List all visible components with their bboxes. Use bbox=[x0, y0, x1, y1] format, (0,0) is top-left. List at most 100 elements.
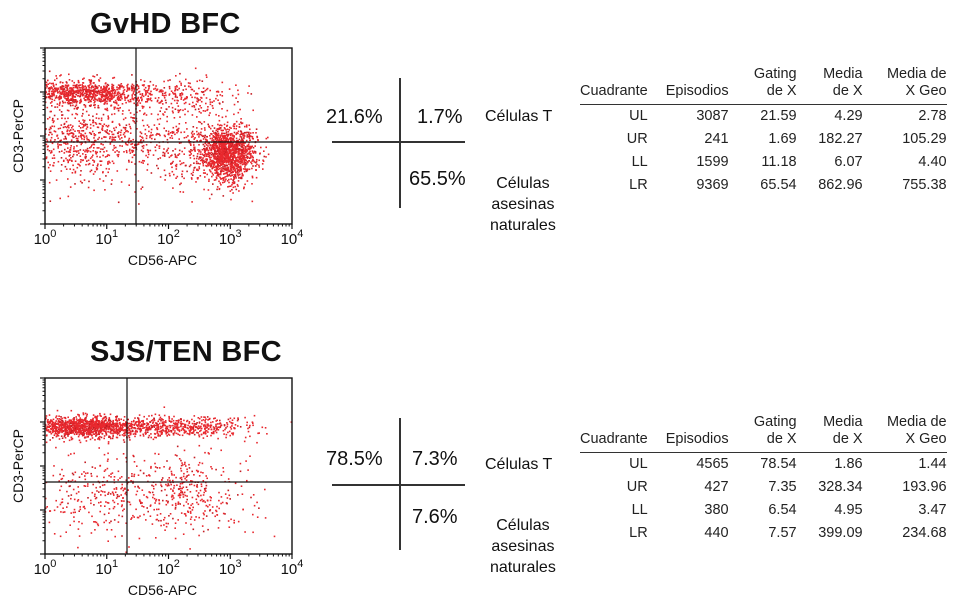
event-dot bbox=[12, 93, 14, 95]
event-dot bbox=[93, 104, 95, 107]
event-dot bbox=[52, 427, 54, 430]
event-dot bbox=[210, 163, 213, 165]
event-dot bbox=[122, 439, 125, 441]
event-dot bbox=[92, 417, 94, 420]
event-dot bbox=[205, 153, 208, 156]
event-dot bbox=[39, 96, 41, 98]
event-dot bbox=[92, 143, 94, 146]
event-dot bbox=[31, 432, 33, 434]
event-dot bbox=[99, 414, 101, 417]
event-dot bbox=[222, 179, 225, 181]
event-dot bbox=[76, 154, 78, 156]
event-dot bbox=[47, 87, 50, 90]
event-dot bbox=[205, 164, 207, 167]
event-dot bbox=[96, 415, 99, 417]
event-dot bbox=[6, 424, 8, 426]
event-dot bbox=[220, 167, 223, 169]
event-dot bbox=[218, 142, 220, 145]
event-dot bbox=[153, 88, 155, 90]
event-dot bbox=[114, 136, 117, 138]
event-dot bbox=[85, 156, 87, 158]
event-dot bbox=[167, 152, 169, 154]
event-dot bbox=[93, 133, 95, 135]
event-dot bbox=[218, 156, 221, 158]
event-dot bbox=[207, 149, 209, 152]
event-dot bbox=[114, 139, 116, 141]
event-dot bbox=[33, 423, 35, 425]
event-dot bbox=[52, 428, 55, 431]
event-dot bbox=[251, 183, 253, 185]
event-dot bbox=[105, 136, 107, 138]
event-dot bbox=[234, 144, 237, 146]
event-dot bbox=[212, 432, 215, 435]
event-dot bbox=[115, 427, 118, 430]
event-dot bbox=[105, 124, 108, 127]
event-dot bbox=[137, 427, 140, 429]
event-dot bbox=[91, 421, 93, 424]
event-dot bbox=[50, 127, 52, 130]
quadrant-stats-table: Cuadrante Episodios Gating de X Media de… bbox=[580, 66, 947, 197]
event-dot bbox=[206, 87, 209, 90]
event-dot bbox=[144, 94, 147, 96]
event-dot bbox=[209, 127, 212, 130]
event-dot bbox=[112, 434, 114, 437]
event-dot bbox=[153, 124, 156, 126]
event-dot bbox=[192, 169, 195, 171]
event-dot bbox=[38, 422, 40, 424]
event-dot bbox=[38, 95, 40, 97]
event-dot bbox=[246, 168, 248, 171]
event-dot bbox=[71, 80, 74, 82]
event-dot bbox=[236, 164, 238, 167]
event-dot bbox=[205, 97, 208, 99]
event-dot bbox=[115, 436, 118, 439]
event-dot bbox=[124, 434, 126, 436]
event-dot bbox=[108, 98, 111, 100]
event-dot bbox=[220, 157, 223, 160]
event-dot bbox=[78, 425, 80, 428]
event-dot bbox=[93, 137, 95, 139]
event-dot bbox=[12, 96, 14, 98]
event-dot bbox=[63, 88, 65, 91]
event-dot bbox=[51, 90, 53, 93]
event-dot bbox=[238, 142, 240, 144]
event-dot bbox=[180, 429, 183, 432]
event-dot bbox=[157, 97, 160, 99]
event-dot bbox=[103, 413, 106, 416]
event-dot bbox=[101, 421, 103, 424]
event-dot bbox=[96, 433, 98, 436]
event-dot bbox=[119, 144, 121, 147]
event-dot bbox=[11, 421, 13, 423]
event-dot bbox=[235, 177, 237, 179]
event-dot bbox=[133, 113, 135, 116]
event-dot bbox=[124, 117, 127, 119]
event-dot bbox=[229, 166, 232, 168]
event-dot bbox=[241, 144, 244, 146]
event-dot bbox=[175, 420, 178, 422]
event-dot bbox=[96, 90, 98, 93]
event-dot bbox=[88, 104, 91, 107]
event-dot bbox=[42, 151, 44, 153]
event-dot bbox=[115, 101, 118, 104]
event-dot bbox=[109, 99, 111, 102]
event-dot bbox=[204, 134, 206, 137]
event-dot bbox=[120, 86, 122, 88]
event-dot bbox=[202, 154, 205, 156]
event-dot bbox=[80, 424, 83, 427]
event-dot bbox=[145, 92, 147, 94]
event-dot bbox=[196, 116, 198, 118]
event-dot bbox=[25, 422, 27, 424]
event-dot bbox=[97, 91, 99, 93]
event-dot bbox=[82, 90, 85, 93]
event-dot bbox=[214, 150, 216, 152]
event-dot bbox=[231, 158, 234, 160]
event-dot bbox=[235, 127, 237, 130]
event-dot bbox=[208, 126, 211, 128]
event-dot bbox=[235, 156, 238, 159]
event-dot bbox=[206, 165, 208, 168]
event-dot bbox=[148, 87, 150, 90]
event-dot bbox=[62, 126, 65, 129]
x-tick-label: 101 bbox=[95, 228, 118, 248]
event-dot bbox=[83, 423, 85, 426]
event-dot bbox=[241, 154, 243, 156]
event-dot bbox=[256, 163, 258, 166]
